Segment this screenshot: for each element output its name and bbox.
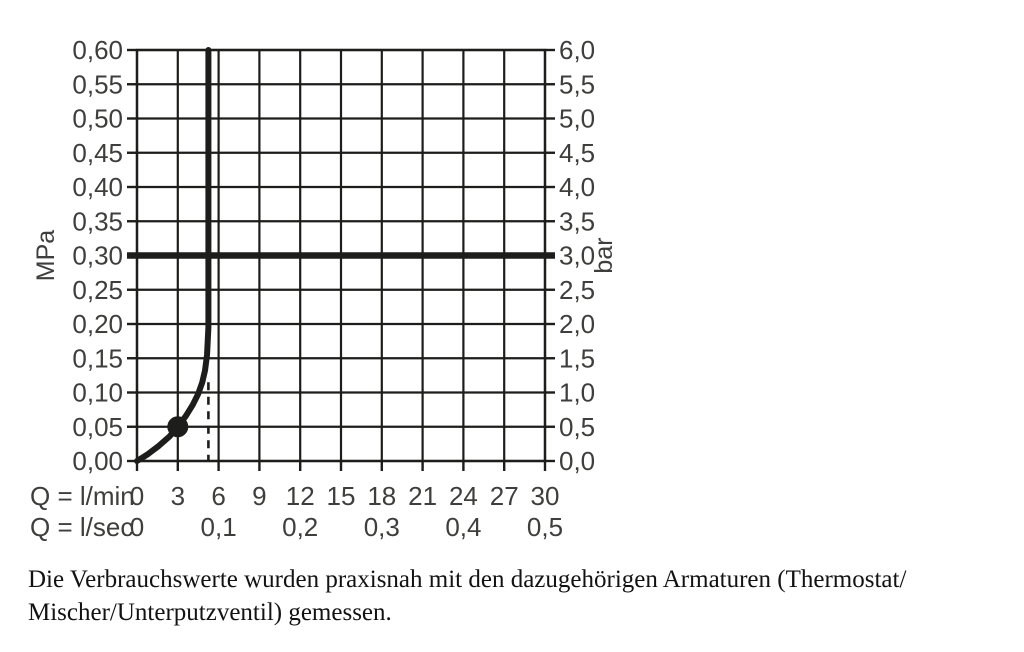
lmin-tick-label: 9 <box>252 481 266 511</box>
bar-tick-label: 2,0 <box>559 309 595 339</box>
flow-curve <box>134 47 212 464</box>
mpa-tick-label: 0,40 <box>72 172 123 202</box>
lsec-tick-label: 0,1 <box>201 512 237 542</box>
bar-tick-label: 3,0 <box>559 241 595 271</box>
lmin-tick-label: 24 <box>449 481 478 511</box>
caption-line-2: Mischer/Unterputzventil) gemessen. <box>28 599 392 626</box>
lmin-tick-label: 12 <box>286 481 315 511</box>
lsec-tick-label: 0,4 <box>445 512 481 542</box>
bar-axis-label: bar <box>590 237 618 273</box>
bar-tick-label: 6,0 <box>559 35 595 65</box>
bar-tick-label: 1,5 <box>559 343 595 373</box>
bar-tick-label: 5,5 <box>559 69 595 99</box>
bar-tick-label: 1,0 <box>559 378 595 408</box>
mpa-tick-label: 0,35 <box>72 206 123 236</box>
bar-tick-label: 0,0 <box>559 446 595 476</box>
lmin-tick-label: 21 <box>408 481 437 511</box>
chart-caption: Die Verbrauchswerte wurden praxisnah mit… <box>28 563 968 629</box>
q-lmin-row-label: Q = l/min <box>30 481 135 511</box>
mpa-tick-label: 0,25 <box>72 275 123 305</box>
mpa-tick-label: 0,15 <box>72 343 123 373</box>
lsec-tick-label: 0,5 <box>527 512 563 542</box>
lmin-tick-label: 3 <box>171 481 185 511</box>
mpa-tick-label: 0,20 <box>72 309 123 339</box>
bar-tick-label: 2,5 <box>559 275 595 305</box>
q-lsec-row-label: Q = l/sec <box>30 512 133 542</box>
curve-point-marker <box>167 416 189 438</box>
mpa-tick-label: 0,55 <box>72 69 123 99</box>
lsec-tick-label: 0 <box>130 512 144 542</box>
lmin-tick-label: 15 <box>327 481 356 511</box>
lmin-tick-label: 6 <box>211 481 225 511</box>
lmin-tick-label: 0 <box>130 481 144 511</box>
lsec-tick-label: 0,3 <box>364 512 400 542</box>
bar-tick-label: 0,5 <box>559 412 595 442</box>
lmin-tick-label: 27 <box>490 481 519 511</box>
caption-line-1: Die Verbrauchswerte wurden praxisnah mit… <box>28 566 907 593</box>
lmin-tick-label: 18 <box>367 481 396 511</box>
mpa-tick-label: 0,50 <box>72 104 123 134</box>
bar-tick-label: 5,0 <box>559 104 595 134</box>
bar-tick-label: 3,5 <box>559 206 595 236</box>
mpa-axis-label: MPa <box>32 230 60 282</box>
mpa-tick-label: 0,60 <box>72 35 123 65</box>
mpa-tick-label: 0,00 <box>72 446 123 476</box>
mpa-tick-label: 0,10 <box>72 378 123 408</box>
lmin-tick-label: 30 <box>531 481 560 511</box>
mpa-tick-label: 0,05 <box>72 412 123 442</box>
bar-tick-label: 4,0 <box>559 172 595 202</box>
flow-pressure-chart: 0,600,550,500,450,400,350,300,250,200,15… <box>30 35 618 542</box>
mpa-tick-label: 0,30 <box>72 241 123 271</box>
bar-tick-label: 4,5 <box>559 138 595 168</box>
lsec-tick-label: 0,2 <box>282 512 318 542</box>
mpa-tick-label: 0,45 <box>72 138 123 168</box>
